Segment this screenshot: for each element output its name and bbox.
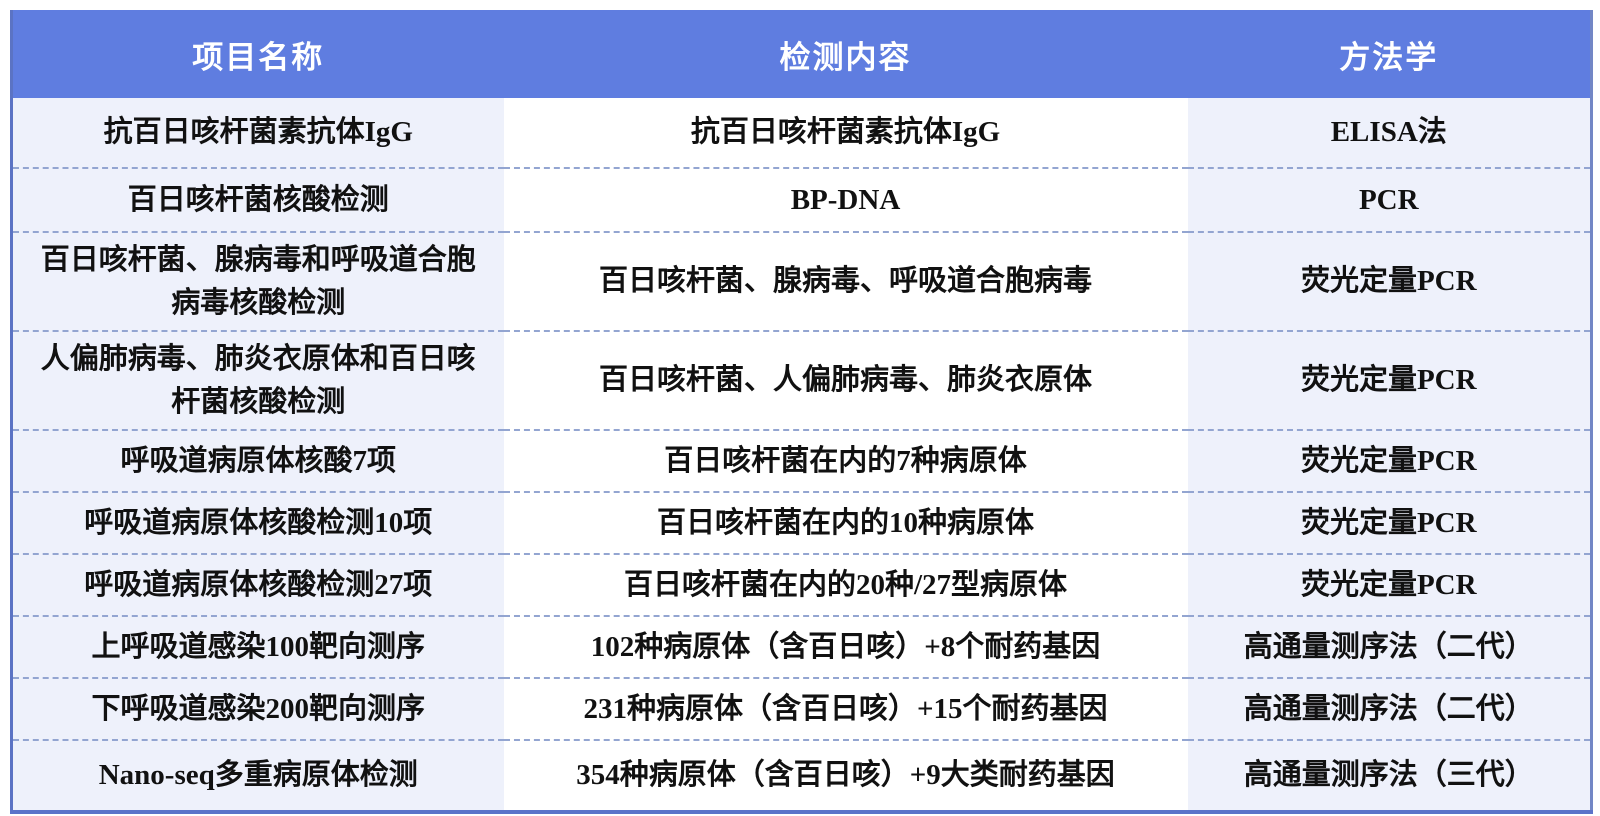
cell-detection-content: 百日咳杆菌、腺病毒、呼吸道合胞病毒 bbox=[503, 231, 1188, 331]
cell-methodology: PCR bbox=[1187, 167, 1592, 232]
header-project-name: 项目名称 bbox=[11, 10, 504, 98]
cell-detection-content: 百日咳杆菌在内的10种病原体 bbox=[503, 491, 1188, 554]
table-row: 呼吸道病原体核酸检测27项 百日咳杆菌在内的20种/27型病原体 荧光定量PCR bbox=[11, 553, 1592, 616]
cell-project-name: 呼吸道病原体核酸检测27项 bbox=[11, 553, 504, 616]
cell-methodology: 高通量测序法（二代） bbox=[1187, 615, 1592, 678]
cell-detection-content: 354种病原体（含百日咳）+9大类耐药基因 bbox=[503, 739, 1188, 812]
cell-methodology: 荧光定量PCR bbox=[1187, 330, 1592, 430]
table-row: 呼吸道病原体核酸7项 百日咳杆菌在内的7种病原体 荧光定量PCR bbox=[11, 429, 1592, 492]
cell-detection-content: 231种病原体（含百日咳）+15个耐药基因 bbox=[503, 677, 1188, 740]
cell-project-name: 人偏肺病毒、肺炎衣原体和百日咳杆菌核酸检测 bbox=[11, 330, 504, 430]
cell-methodology: 高通量测序法（二代） bbox=[1187, 677, 1592, 740]
cell-project-name: Nano-seq多重病原体检测 bbox=[11, 739, 504, 812]
cell-methodology: 高通量测序法（三代） bbox=[1187, 739, 1592, 812]
table-row: 下呼吸道感染200靶向测序 231种病原体（含百日咳）+15个耐药基因 高通量测序法… bbox=[11, 677, 1592, 740]
header-methodology: 方法学 bbox=[1187, 10, 1592, 98]
cell-methodology: 荧光定量PCR bbox=[1187, 231, 1592, 331]
cell-methodology: ELISA法 bbox=[1187, 98, 1592, 168]
cell-project-name: 百日咳杆菌核酸检测 bbox=[11, 167, 504, 232]
cell-detection-content: 抗百日咳杆菌素抗体IgG bbox=[503, 98, 1188, 168]
table-row: 上呼吸道感染100靶向测序 102种病原体（含百日咳）+8个耐药基因 高通量测序法（… bbox=[11, 615, 1592, 678]
cell-detection-content: 百日咳杆菌在内的7种病原体 bbox=[503, 429, 1188, 492]
table-row: 人偏肺病毒、肺炎衣原体和百日咳杆菌核酸检测 百日咳杆菌、人偏肺病毒、肺炎衣原体 荧光… bbox=[11, 330, 1592, 430]
cell-project-name: 下呼吸道感染200靶向测序 bbox=[11, 677, 504, 740]
cell-methodology: 荧光定量PCR bbox=[1187, 553, 1592, 616]
cell-project-name: 呼吸道病原体核酸7项 bbox=[11, 429, 504, 492]
cell-detection-content: BP-DNA bbox=[503, 167, 1188, 232]
table-row: 呼吸道病原体核酸检测10项 百日咳杆菌在内的10种病原体 荧光定量PCR bbox=[11, 491, 1592, 554]
cell-detection-content: 百日咳杆菌、人偏肺病毒、肺炎衣原体 bbox=[503, 330, 1188, 430]
pertussis-test-table: 项目名称 检测内容 方法学 抗百日咳杆菌素抗体IgG 抗百日咳杆菌素抗体IgG EL… bbox=[10, 10, 1593, 814]
cell-project-name: 百日咳杆菌、腺病毒和呼吸道合胞病毒核酸检测 bbox=[11, 231, 504, 331]
cell-detection-content: 百日咳杆菌在内的20种/27型病原体 bbox=[503, 553, 1188, 616]
cell-methodology: 荧光定量PCR bbox=[1187, 491, 1592, 554]
table-row: 百日咳杆菌、腺病毒和呼吸道合胞病毒核酸检测 百日咳杆菌、腺病毒、呼吸道合胞病毒 荧光… bbox=[11, 231, 1592, 331]
cell-project-name: 呼吸道病原体核酸检测10项 bbox=[11, 491, 504, 554]
table-body: 抗百日咳杆菌素抗体IgG 抗百日咳杆菌素抗体IgG ELISA法 百日咳杆菌核酸检测 B… bbox=[11, 98, 1592, 812]
cell-methodology: 荧光定量PCR bbox=[1187, 429, 1592, 492]
table-header: 项目名称 检测内容 方法学 bbox=[11, 10, 1592, 98]
header-detection-content: 检测内容 bbox=[503, 10, 1188, 98]
table-row: 百日咳杆菌核酸检测 BP-DNA PCR bbox=[11, 167, 1592, 232]
cell-project-name: 上呼吸道感染100靶向测序 bbox=[11, 615, 504, 678]
cell-detection-content: 102种病原体（含百日咳）+8个耐药基因 bbox=[503, 615, 1188, 678]
cell-project-name: 抗百日咳杆菌素抗体IgG bbox=[11, 98, 504, 168]
header-row: 项目名称 检测内容 方法学 bbox=[11, 10, 1592, 98]
table-row: 抗百日咳杆菌素抗体IgG 抗百日咳杆菌素抗体IgG ELISA法 bbox=[11, 98, 1592, 168]
table-row: Nano-seq多重病原体检测 354种病原体（含百日咳）+9大类耐药基因 高通量测… bbox=[11, 739, 1592, 812]
